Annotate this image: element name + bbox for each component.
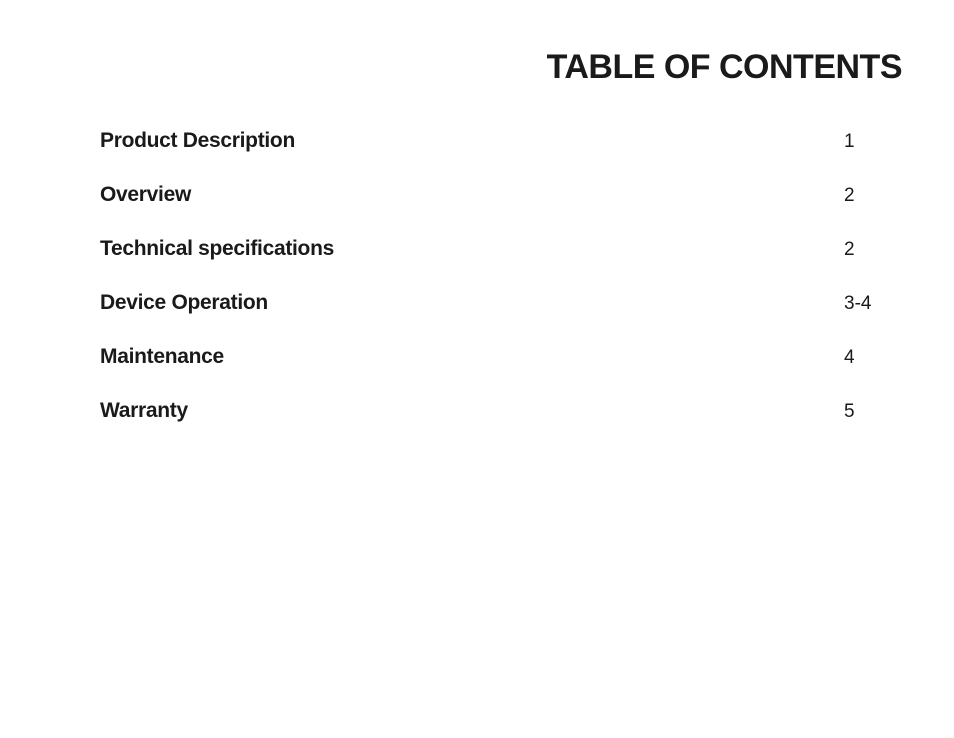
toc-entry-label: Technical specifications <box>100 237 334 261</box>
toc-list: Product Description 1 Overview 2 Technic… <box>100 129 906 423</box>
toc-entry-page: 3-4 <box>836 293 906 315</box>
toc-entry: Maintenance 4 <box>100 345 906 369</box>
toc-entry-page: 4 <box>836 347 906 369</box>
toc-entry-label: Warranty <box>100 399 188 423</box>
toc-entry: Product Description 1 <box>100 129 906 153</box>
toc-entry-page: 2 <box>836 239 906 261</box>
toc-entry-label: Product Description <box>100 129 295 153</box>
toc-entry-page: 5 <box>836 401 906 423</box>
toc-entry-label: Maintenance <box>100 345 224 369</box>
toc-entry-label: Device Operation <box>100 291 268 315</box>
toc-entry: Overview 2 <box>100 183 906 207</box>
toc-entry-page: 1 <box>836 131 906 153</box>
toc-entry-label: Overview <box>100 183 191 207</box>
toc-entry: Warranty 5 <box>100 399 906 423</box>
page-title: TABLE OF CONTENTS <box>100 48 902 87</box>
toc-entry: Device Operation 3-4 <box>100 291 906 315</box>
toc-entry-page: 2 <box>836 185 906 207</box>
toc-entry: Technical specifications 2 <box>100 237 906 261</box>
